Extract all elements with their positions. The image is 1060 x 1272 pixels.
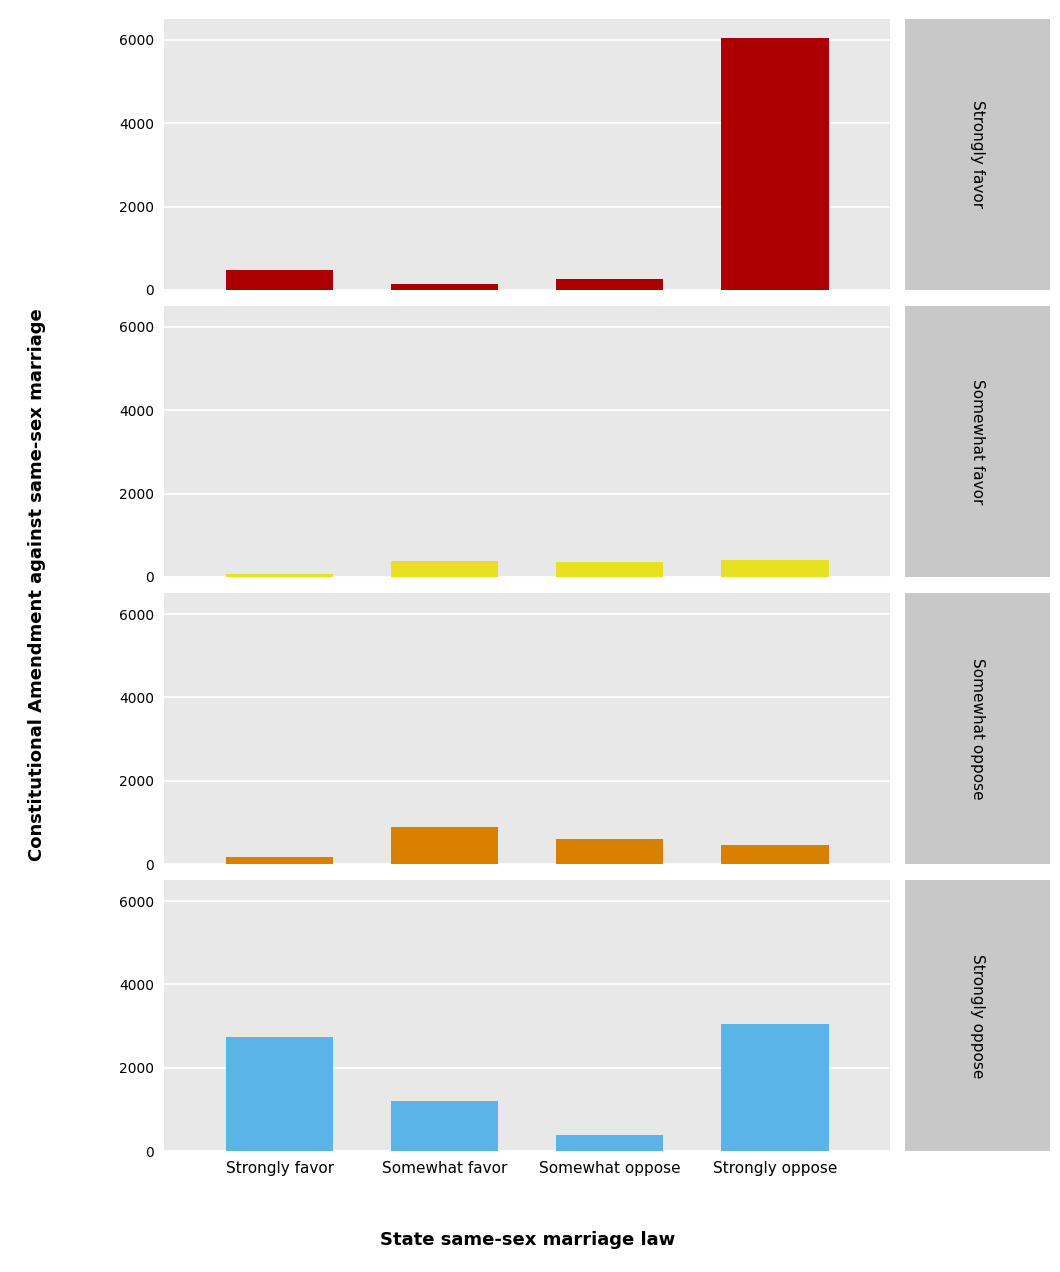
- Bar: [226, 270, 334, 290]
- Bar: [721, 846, 829, 864]
- Text: Constitutional Amendment against same-sex marriage: Constitutional Amendment against same-se…: [29, 309, 46, 861]
- Bar: [226, 1037, 334, 1151]
- Bar: [556, 840, 664, 864]
- Bar: [226, 574, 334, 577]
- Bar: [556, 1136, 664, 1151]
- Text: State same-sex marriage law: State same-sex marriage law: [379, 1231, 675, 1249]
- Bar: [391, 827, 498, 864]
- Bar: [721, 38, 829, 290]
- Bar: [721, 561, 829, 577]
- Bar: [556, 562, 664, 577]
- Bar: [226, 856, 334, 864]
- Bar: [721, 1024, 829, 1151]
- Bar: [391, 284, 498, 290]
- Bar: [391, 561, 498, 577]
- Bar: [556, 280, 664, 290]
- Bar: [391, 1102, 498, 1151]
